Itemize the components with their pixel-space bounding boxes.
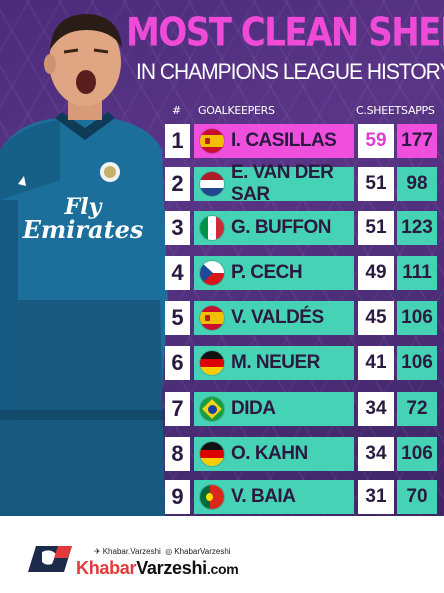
apps-cell: 177 [397,124,437,158]
rank-cell: 1 [165,124,190,158]
header-clean-sheets: C.SHEETS [356,104,408,117]
social-handles: ✈ Khabar.Varzeshi ◎ KhabarVarzeshi [94,547,231,556]
name-cell: E. VAN DER SAR [194,162,354,205]
table-row: 9 V. BAIA 31 70 [165,480,437,514]
clean-sheets-cell: 51 [358,167,394,201]
sponsor-line-1: Fly [64,194,102,220]
clean-sheets-cell: 45 [358,301,394,335]
brazil-flag-icon [200,397,224,421]
sponsor-line-2: Emirates [22,215,144,244]
goalkeeper-name: V. VALDÉS [231,307,324,328]
apps-cell: 106 [397,301,437,335]
apps-cell: 106 [397,346,437,380]
brand-domain: .com [206,561,239,577]
clean-sheets-cell: 34 [358,392,394,426]
rank-cell: 9 [165,480,190,514]
apps-cell: 111 [397,256,437,290]
goalkeeper-name: V. BAIA [231,486,296,507]
table-row: 8 O. KAHN 34 106 [165,437,437,471]
brand-part-2: Varzeshi [136,558,207,578]
page-subtitle: IN CHAMPIONS LEAGUE HISTORY [136,60,444,85]
portugal-flag-icon [200,485,224,509]
goalkeeper-name: G. BUFFON [231,217,332,238]
brand-wordmark[interactable]: KhabarVarzeshi.com [76,558,239,579]
infographic: Fly Emirates MOST CLEAN SHEETS IN CHAMPI… [0,0,444,516]
header-apps: APPS [408,104,435,117]
goalkeeper-name: E. VAN DER SAR [231,162,334,205]
italy-flag-icon [200,216,224,240]
goalkeeper-name: DIDA [231,398,276,419]
germany-flag-icon [200,442,224,466]
footer: ✈ Khabar.Varzeshi ◎ KhabarVarzeshi KhabarV… [0,516,444,593]
goalkeeper-name: I. CASILLAS [231,130,337,151]
czech-flag-icon [200,261,224,285]
table-row: 1 I. CASILLAS 59 177 [165,124,437,158]
clean-sheets-cell: 59 [358,124,394,158]
clean-sheets-cell: 34 [358,437,394,471]
table-row: 4 P. CECH 49 111 [165,256,437,290]
table-row: 3 G. BUFFON 51 123 [165,211,437,245]
clean-sheets-cell: 49 [358,256,394,290]
apps-cell: 98 [397,167,437,201]
apps-cell: 106 [397,437,437,471]
apps-cell: 70 [397,480,437,514]
header-rank: # [172,104,181,117]
apps-cell: 123 [397,211,437,245]
spain-flag-icon [200,129,224,153]
name-cell: DIDA [194,392,354,426]
rank-cell: 3 [165,211,190,245]
name-cell: O. KAHN [194,437,354,471]
clean-sheets-cell: 41 [358,346,394,380]
rank-cell: 8 [165,437,190,471]
rank-cell: 7 [165,392,190,426]
table-row: 2 E. VAN DER SAR 51 98 [165,162,437,205]
netherlands-flag-icon [200,172,224,196]
rank-cell: 5 [165,301,190,335]
name-cell: G. BUFFON [194,211,354,245]
goalkeeper-figure [0,14,168,516]
khabarvarzeshi-logo-icon [28,544,72,574]
goalkeeper-name: P. CECH [231,262,303,283]
clean-sheets-cell: 51 [358,211,394,245]
spain-flag-icon [200,306,224,330]
name-cell: V. BAIA [194,480,354,514]
goalkeeper-name: O. KAHN [231,443,308,464]
twitter-handle[interactable]: Khabar.Varzeshi [102,547,161,556]
name-cell: M. NEUER [194,346,354,380]
table-row: 6 M. NEUER 41 106 [165,346,437,380]
brand-part-1: Khabar [76,558,137,578]
germany-flag-icon [200,351,224,375]
name-cell: I. CASILLAS [194,124,354,158]
table-row: 5 V. VALDÉS 45 106 [165,301,437,335]
apps-cell: 72 [397,392,437,426]
rank-cell: 2 [165,167,190,201]
rank-cell: 4 [165,256,190,290]
name-cell: V. VALDÉS [194,301,354,335]
table-row: 7 DIDA 34 72 [165,392,437,426]
page-title: MOST CLEAN SHEETS [126,10,444,56]
shirt-sponsor: Fly Emirates [8,196,158,242]
instagram-icon: ◎ [165,547,173,556]
goalkeeper-photo: Fly Emirates [0,0,170,516]
instagram-handle[interactable]: KhabarVarzeshi [174,547,231,556]
name-cell: P. CECH [194,256,354,290]
clean-sheets-cell: 31 [358,480,394,514]
twitter-icon: ✈ [94,547,101,556]
header-goalkeepers: GOALKEEPERS [198,104,275,117]
rank-cell: 6 [165,346,190,380]
goalkeeper-name: M. NEUER [231,352,320,373]
